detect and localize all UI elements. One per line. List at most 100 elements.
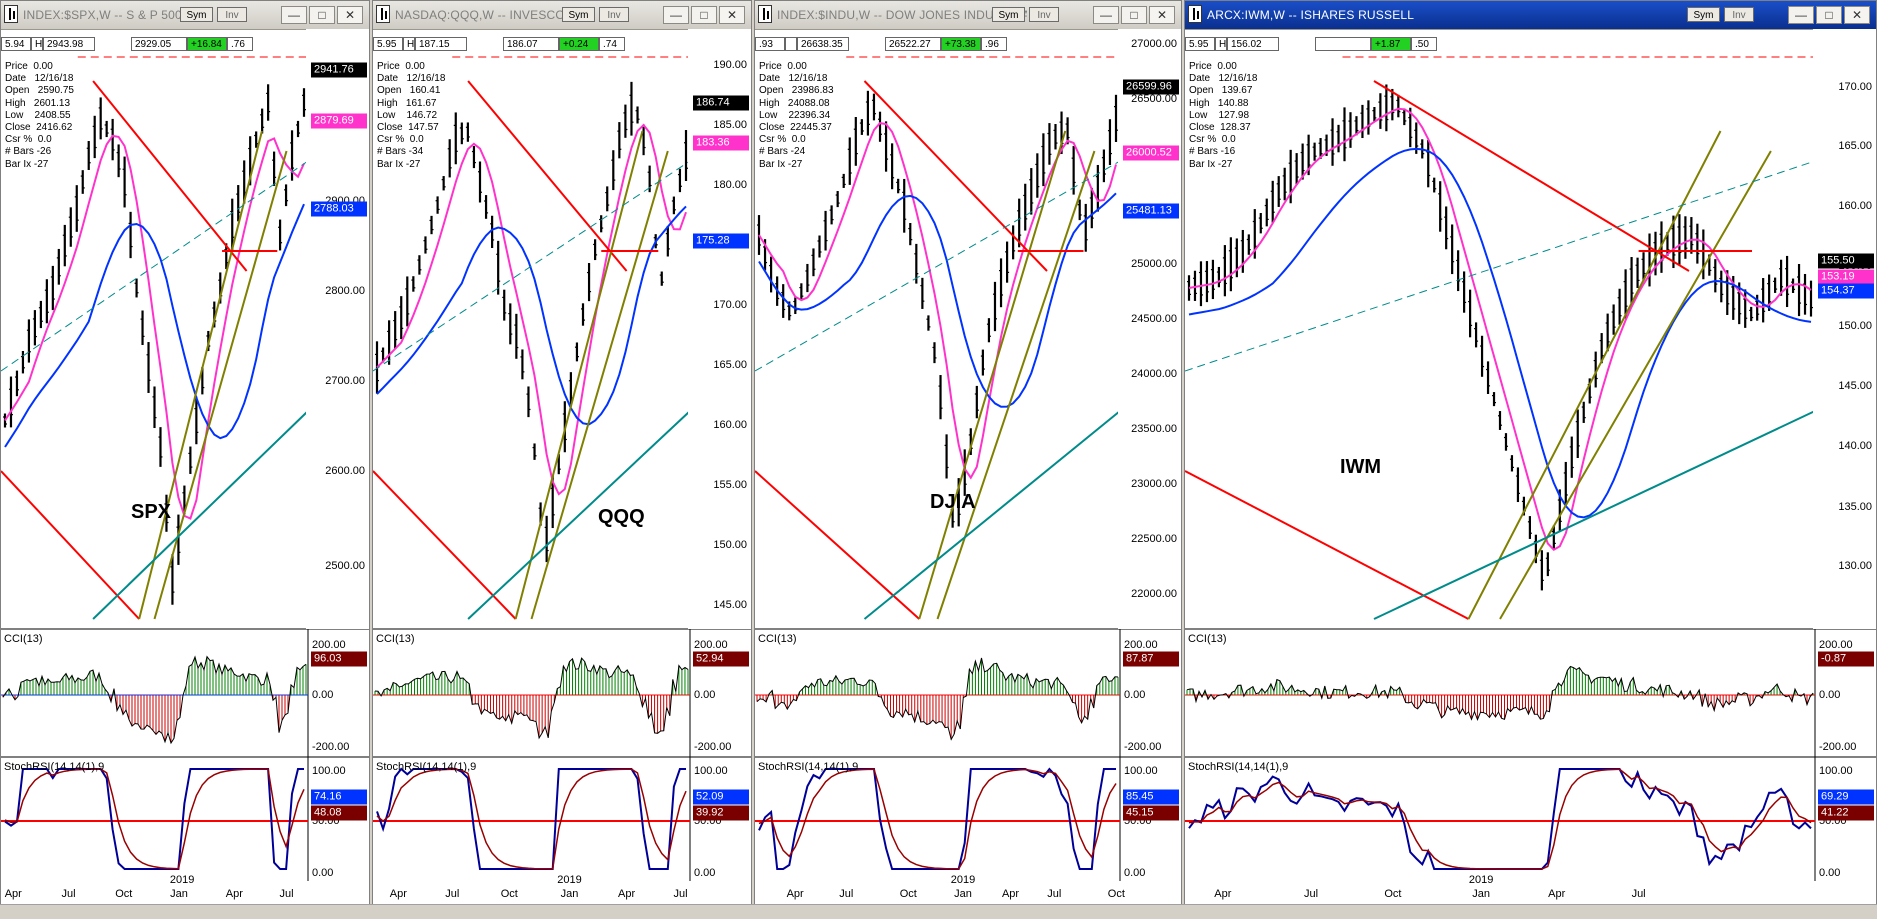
time-tick-label: Oct xyxy=(115,888,133,900)
price-tick-label: 22500.00 xyxy=(1131,533,1177,545)
window-title: INDEX:$SPX,W -- S & P 500 INDEX xyxy=(23,8,213,22)
maximize-button[interactable]: □ xyxy=(1816,6,1842,24)
quote-c1: .93 xyxy=(755,37,785,51)
trendline xyxy=(755,470,920,620)
window-titlebar[interactable]: NASDAQ:QQQ,W -- INVESCO QQQ TRUSTSym Inv —… xyxy=(373,1,751,30)
chart-window[interactable]: INDEX:$INDU,W -- DOW JONES INDUSTRIALS 3… xyxy=(754,0,1182,905)
channel-line xyxy=(467,410,691,620)
bar-info-line: Low 22396.34 xyxy=(759,109,831,121)
minimize-button[interactable]: — xyxy=(1788,6,1814,24)
symbol-button[interactable]: Sym xyxy=(562,7,595,22)
invert-button[interactable]: Inv xyxy=(1724,7,1754,22)
window-titlebar[interactable]: INDEX:$INDU,W -- DOW JONES INDUSTRIALS 3… xyxy=(755,1,1181,30)
price-badge-black: 186.74 xyxy=(693,95,749,111)
price-tick-label: 190.00 xyxy=(713,59,747,71)
channel-line xyxy=(1,160,309,372)
cci-tick-label: -200.00 xyxy=(694,741,732,753)
cci-tick-label: 0.00 xyxy=(1819,689,1841,701)
stochrsi-d-badge: 48.08 xyxy=(311,805,367,821)
close-button[interactable]: ✕ xyxy=(719,6,745,24)
stochrsi-k-badge: 52.09 xyxy=(693,789,749,805)
chart-window[interactable]: ARCX:IWM,W -- ISHARES RUSSELL 2000 ETF Sy… xyxy=(1184,0,1877,905)
time-tick-label: Jan xyxy=(560,888,579,900)
cci-value-badge: 96.03 xyxy=(311,651,367,667)
quote-c3: 26522.27 xyxy=(885,37,941,51)
price-tick-label: 160.00 xyxy=(713,419,747,431)
price-tick-label: 180.00 xyxy=(713,179,747,191)
cci-histogram xyxy=(1186,666,1814,720)
symbol-button[interactable]: Sym xyxy=(992,7,1025,22)
window-title: ARCX:IWM,W -- ISHARES RUSSELL 2000 ETF xyxy=(1207,8,1417,22)
cci-histogram xyxy=(756,657,1119,740)
time-tick-label: Oct xyxy=(1384,888,1402,900)
bar-info-line: Bar Ix -27 xyxy=(759,158,803,170)
bar-info-line: Low 146.72 xyxy=(377,109,438,121)
price-tick-label: 135.00 xyxy=(1838,501,1872,513)
trendline xyxy=(467,80,628,272)
close-button[interactable]: ✕ xyxy=(1844,6,1870,24)
window-titlebar[interactable]: INDEX:$SPX,W -- S & P 500 INDEX Sym Inv — □ ✕ xyxy=(1,1,369,30)
channel-line xyxy=(92,410,309,620)
minimize-button[interactable]: — xyxy=(1093,6,1119,24)
maximize-button[interactable]: □ xyxy=(691,6,717,24)
stochrsi-d-line xyxy=(758,768,1117,870)
price-tick-label: 27000.00 xyxy=(1131,38,1177,50)
price-badge-blue: 2788.03 xyxy=(311,201,367,217)
stochrsi-k-badge: 74.16 xyxy=(311,789,367,805)
trendline xyxy=(514,130,644,620)
stochrsi-d-badge: 41.22 xyxy=(1818,805,1874,821)
price-badge-blue: 25481.13 xyxy=(1123,203,1179,219)
minimize-button[interactable]: — xyxy=(663,6,689,24)
price-tick-label: 140.00 xyxy=(1838,440,1872,452)
cci-tick-label: -200.00 xyxy=(312,741,350,753)
window-title: NASDAQ:QQQ,W -- INVESCO QQQ TRUST xyxy=(395,8,595,22)
time-tick-label: Apr xyxy=(389,888,407,900)
price-tick-label: 130.00 xyxy=(1838,560,1872,572)
invert-button[interactable]: Inv xyxy=(217,7,247,22)
cci-tick-label: 200.00 xyxy=(1124,639,1158,651)
bar-info-line: High 140.88 xyxy=(1189,97,1249,109)
price-tick-label: 24000.00 xyxy=(1131,368,1177,380)
chart-canvas[interactable] xyxy=(1185,1,1877,905)
minimize-button[interactable]: — xyxy=(281,6,307,24)
window-titlebar[interactable]: ARCX:IWM,W -- ISHARES RUSSELL 2000 ETF Sy… xyxy=(1185,1,1876,30)
bar-info-line: Price 0.00 xyxy=(759,61,807,72)
cci-title: CCI(13) xyxy=(376,633,415,645)
fast-ma-line xyxy=(4,134,305,520)
symbol-button[interactable]: Sym xyxy=(180,7,213,22)
cci-tick-label: 200.00 xyxy=(1819,639,1853,651)
chart-window[interactable]: NASDAQ:QQQ,W -- INVESCO QQQ TRUSTSym Inv —… xyxy=(372,0,752,905)
cci-title: CCI(13) xyxy=(758,633,797,645)
quote-c2: 26638.35 xyxy=(797,37,849,51)
quote-strip: 5.94 H 2943.98 2929.05 +16.84.76 xyxy=(1,37,308,51)
price-tick-label: 185.00 xyxy=(713,119,747,131)
price-axis xyxy=(688,29,751,629)
time-tick-label: Apr xyxy=(786,888,804,900)
price-badge-black: 2941.76 xyxy=(311,62,367,78)
fast-ma-line xyxy=(376,123,687,496)
bar-info-line: Date 12/16/18 xyxy=(5,73,74,85)
close-button[interactable]: ✕ xyxy=(337,6,363,24)
quote-c4: .74 xyxy=(599,37,625,51)
stochrsi-k-badge: 85.45 xyxy=(1123,789,1179,805)
invert-button[interactable]: Inv xyxy=(599,7,629,22)
rsi-tick-label: 100.00 xyxy=(1124,765,1158,777)
chart-window[interactable]: INDEX:$SPX,W -- S & P 500 INDEX Sym Inv — □ ✕… xyxy=(0,0,370,905)
price-tick-label: 2800.00 xyxy=(325,285,365,297)
invert-button[interactable]: Inv xyxy=(1029,7,1059,22)
symbol-button[interactable]: Sym xyxy=(1687,7,1720,22)
rsi-tick-label: 0.00 xyxy=(1124,867,1146,879)
cci-value-badge: 87.87 xyxy=(1123,651,1179,667)
price-tick-label: 165.00 xyxy=(713,359,747,371)
time-tick-label: Apr xyxy=(1548,888,1566,900)
chart-canvas[interactable] xyxy=(1,1,370,905)
time-tick-label: Apr xyxy=(225,888,243,900)
chart-canvas[interactable] xyxy=(755,1,1182,905)
bar-info-line: High 2601.13 xyxy=(5,97,71,109)
bar-info-line: Low 2408.55 xyxy=(5,109,71,121)
maximize-button[interactable]: □ xyxy=(309,6,335,24)
price-tick-label: 23000.00 xyxy=(1131,478,1177,490)
maximize-button[interactable]: □ xyxy=(1121,6,1147,24)
channel-line xyxy=(1373,410,1816,620)
close-button[interactable]: ✕ xyxy=(1149,6,1175,24)
